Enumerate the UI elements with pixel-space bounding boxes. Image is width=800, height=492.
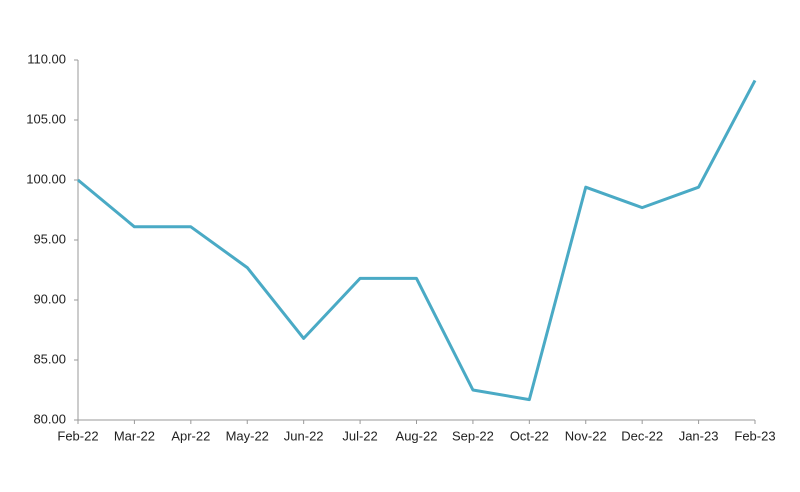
y-tick-label: 105.00 [26, 111, 66, 126]
x-tick-label: Apr-22 [171, 428, 210, 443]
y-tick-label: 100.00 [26, 171, 66, 186]
y-tick-label: 95.00 [33, 231, 66, 246]
y-tick-label: 110.00 [27, 51, 66, 66]
x-tick-label: Feb-23 [734, 428, 775, 443]
x-tick-label: Oct-22 [510, 428, 549, 443]
x-tick-label: Aug-22 [396, 428, 438, 443]
x-tick-label: Jul-22 [342, 428, 377, 443]
y-tick-label: 90.00 [33, 291, 66, 306]
x-tick-label: Sep-22 [452, 428, 494, 443]
line-series [77, 79, 757, 402]
x-tick-label: Jan-23 [679, 428, 719, 443]
x-tick-label: Jun-22 [284, 428, 324, 443]
x-tick-label: Feb-22 [57, 428, 98, 443]
x-tick-label: Dec-22 [621, 428, 663, 443]
x-tick-label: Nov-22 [565, 428, 607, 443]
y-tick-label: 80.00 [33, 411, 66, 426]
y-tick-label: 85.00 [33, 351, 66, 366]
x-tick-label: Mar-22 [114, 428, 155, 443]
x-tick-label: May-22 [226, 428, 269, 443]
